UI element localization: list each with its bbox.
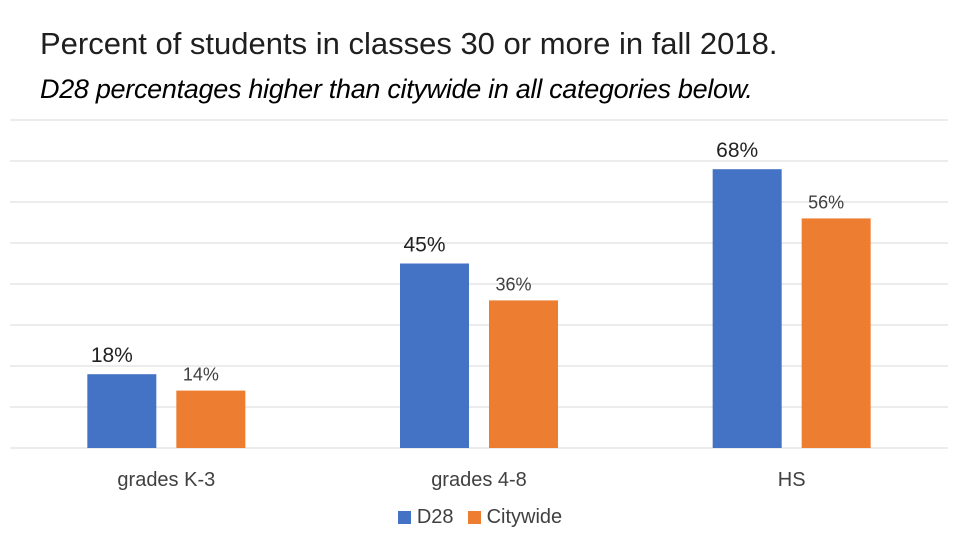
- data-label-d28-3: 68%: [716, 139, 758, 162]
- x-tick-label: grades 4-8: [431, 469, 527, 491]
- bar-d28-2: [400, 263, 469, 448]
- bar-d28-1: [87, 374, 157, 448]
- legend-item-citywide: Citywide: [467, 506, 563, 529]
- bar-citywide-2: [489, 300, 558, 448]
- x-tick-label: grades K-3: [117, 469, 215, 491]
- legend-label-citywide: Citywide: [486, 506, 563, 528]
- chart-subtitle: D28 percentages higher than citywide in …: [40, 74, 753, 104]
- chart-legend: D28 Citywide: [0, 506, 960, 529]
- data-label-citywide-2: 36%: [495, 274, 531, 294]
- legend-label-d28: D28: [416, 506, 454, 528]
- bar-citywide-1: [176, 390, 246, 448]
- data-label-d28-2: 45%: [403, 234, 445, 257]
- x-tick-label: HS: [778, 469, 806, 491]
- data-label-d28-1: 18%: [91, 344, 133, 367]
- data-label-citywide-1: 14%: [183, 365, 219, 385]
- bar-d28-3: [712, 169, 782, 448]
- bar-citywide-3: [801, 218, 871, 448]
- legend-item-d28: D28: [397, 506, 454, 529]
- legend-swatch-citywide: [467, 511, 481, 524]
- chart-title: Percent of students in classes 30 or mor…: [40, 26, 778, 61]
- legend-swatch-d28: [397, 511, 411, 524]
- data-label-citywide-3: 56%: [808, 192, 844, 212]
